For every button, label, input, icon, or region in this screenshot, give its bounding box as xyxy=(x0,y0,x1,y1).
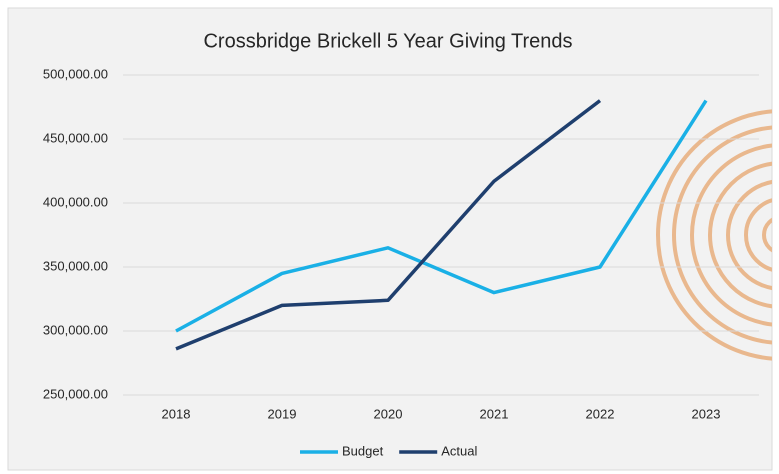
x-tick-label: 2018 xyxy=(162,406,191,421)
y-tick-label: 450,000.00 xyxy=(43,130,108,145)
data-line xyxy=(175,99,708,333)
y-tick-label: 500,000.00 xyxy=(43,66,108,81)
decoration-rings xyxy=(656,109,772,361)
x-tick-label: 2019 xyxy=(268,406,297,421)
x-tick-label: 2022 xyxy=(586,406,615,421)
legend-label: Actual xyxy=(441,443,477,458)
legend-label: Budget xyxy=(342,443,384,458)
x-tick-label: 2020 xyxy=(374,406,403,421)
y-tick-label: 350,000.00 xyxy=(43,258,108,273)
data-line xyxy=(175,99,602,351)
x-tick-label: 2023 xyxy=(692,406,721,421)
y-tick-label: 300,000.00 xyxy=(43,322,108,337)
chart-background xyxy=(7,7,773,471)
y-tick-label: 250,000.00 xyxy=(43,386,108,401)
x-tick-label: 2021 xyxy=(480,406,509,421)
y-tick-label: 400,000.00 xyxy=(43,194,108,209)
chart-title: Crossbridge Brickell 5 Year Giving Trend… xyxy=(203,30,572,52)
